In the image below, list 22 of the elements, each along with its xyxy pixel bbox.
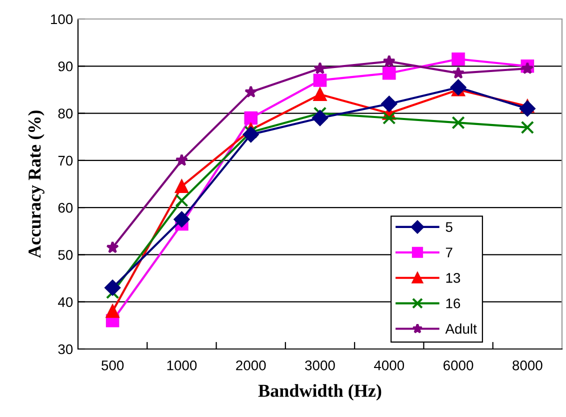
x-tick-label: 1000 — [167, 360, 197, 370]
legend-label: 5 — [446, 222, 452, 232]
x-tick-label: 8000 — [512, 360, 542, 370]
x-tick-label: 2000 — [236, 360, 266, 370]
y-tick-label: 90 — [58, 61, 73, 72]
legend-label: Adult — [445, 324, 477, 334]
y-tick-label: 40 — [58, 297, 73, 308]
x-axis-title: Bandwidth (Hz) — [258, 384, 382, 401]
y-tick-label: 60 — [58, 202, 73, 213]
x-tick-label: 6000 — [444, 360, 474, 370]
y-tick-label: 70 — [58, 156, 73, 166]
legend-label: 13 — [446, 273, 460, 283]
legend-label: 16 — [446, 298, 460, 308]
y-tick-label: 100 — [51, 14, 73, 24]
legend-label: 7 — [446, 248, 452, 258]
y-tick-label: 50 — [58, 250, 73, 260]
x-tick-label: 4000 — [374, 360, 404, 370]
y-tick-label: 30 — [58, 344, 73, 354]
y-axis-title: Accuracy Rate (%) — [28, 110, 44, 258]
x-tick-label: 3000 — [305, 360, 335, 370]
y-tick-label: 80 — [58, 108, 73, 118]
x-tick-label: 500 — [102, 360, 124, 370]
